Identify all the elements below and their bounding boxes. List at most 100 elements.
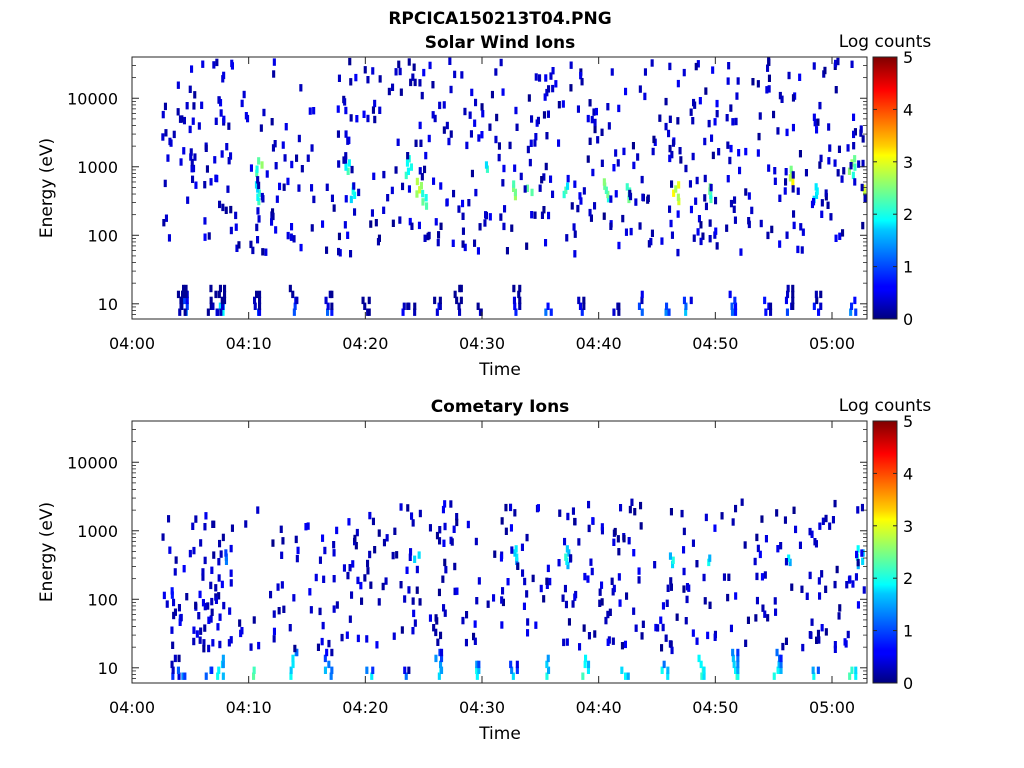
data-cell — [815, 636, 819, 644]
data-cell — [853, 155, 857, 163]
data-cell — [463, 243, 467, 252]
data-cell — [518, 302, 522, 310]
data-cell — [783, 516, 787, 524]
data-cell — [291, 290, 295, 299]
data-cell — [205, 165, 209, 173]
data-cell — [578, 192, 582, 200]
data-cell — [860, 503, 864, 512]
data-cell — [419, 139, 423, 147]
data-cell — [621, 214, 625, 223]
data-cell — [546, 564, 550, 573]
data-cell — [860, 183, 864, 192]
data-cell — [852, 113, 856, 121]
data-cell — [206, 602, 210, 610]
data-cell — [818, 161, 822, 169]
data-cell — [732, 660, 736, 669]
data-cell — [587, 500, 591, 509]
data-cell — [410, 222, 414, 230]
data-cell — [413, 302, 417, 310]
data-cell — [538, 184, 542, 192]
data-cell — [576, 204, 580, 213]
data-cell — [310, 144, 314, 152]
data-cell — [218, 284, 222, 293]
data-cell — [220, 150, 224, 158]
data-cell — [171, 641, 175, 649]
data-cell — [766, 614, 770, 622]
data-cell — [399, 581, 403, 589]
data-cell — [780, 95, 784, 103]
data-cell — [757, 132, 761, 141]
data-cell — [437, 588, 441, 597]
data-cell — [252, 616, 256, 624]
data-cell — [703, 194, 707, 202]
data-cell — [713, 524, 717, 532]
data-cell — [658, 114, 662, 122]
data-cell — [808, 527, 812, 536]
data-cell — [739, 248, 743, 256]
data-cell — [227, 122, 231, 130]
data-cell — [418, 509, 422, 518]
data-cell — [180, 302, 184, 310]
data-cell — [589, 558, 593, 566]
x-tick-label: 04:10 — [226, 698, 272, 717]
data-cell — [218, 640, 222, 649]
data-cell — [619, 504, 623, 512]
data-cell — [227, 157, 231, 165]
data-cell — [344, 152, 348, 160]
data-cell — [451, 239, 455, 247]
data-cell — [819, 154, 823, 163]
data-cell — [738, 166, 742, 175]
data-cell — [355, 528, 359, 537]
data-cell — [590, 567, 594, 576]
data-cell — [526, 629, 530, 637]
data-cell — [536, 504, 540, 512]
data-cell — [420, 173, 424, 181]
data-cell — [812, 113, 816, 121]
data-cell — [439, 182, 443, 190]
data-cell — [350, 165, 354, 174]
data-cell — [646, 196, 650, 204]
data-cell — [566, 182, 570, 190]
data-cell — [627, 537, 631, 545]
data-cell — [272, 610, 276, 618]
data-cell — [286, 231, 290, 240]
data-cell — [203, 217, 207, 225]
data-cell — [751, 78, 755, 86]
data-cell — [475, 597, 479, 605]
data-cell — [353, 534, 357, 543]
data-cell — [665, 599, 669, 607]
data-cell — [695, 637, 699, 645]
data-cell — [778, 194, 782, 202]
data-cell — [410, 512, 414, 520]
data-cell — [765, 86, 769, 94]
data-cell — [545, 88, 549, 97]
data-cell — [342, 156, 346, 164]
data-cell — [834, 234, 838, 242]
data-cell — [641, 620, 645, 628]
data-cell — [800, 585, 804, 593]
y-tick-label: 10 — [98, 295, 118, 314]
data-cell — [775, 509, 779, 517]
data-cell — [860, 549, 864, 557]
data-cell — [689, 108, 693, 116]
data-cell — [494, 68, 498, 76]
colorbar-tick-label: 2 — [903, 569, 913, 588]
data-cell — [459, 296, 463, 305]
data-cell — [220, 296, 224, 305]
data-cell — [573, 517, 577, 526]
data-cell — [214, 596, 218, 604]
data-cell — [438, 296, 442, 305]
data-cell — [279, 525, 283, 533]
data-cell — [785, 308, 789, 316]
data-cell — [433, 296, 437, 305]
data-cell — [652, 135, 656, 144]
data-cell — [694, 62, 698, 71]
data-cell — [743, 541, 747, 549]
data-cell — [650, 59, 654, 67]
data-cell — [405, 566, 409, 574]
data-cell — [715, 99, 719, 108]
data-cell — [684, 617, 688, 625]
data-cell — [401, 308, 405, 316]
data-cell — [791, 123, 795, 132]
data-cell — [512, 180, 516, 188]
